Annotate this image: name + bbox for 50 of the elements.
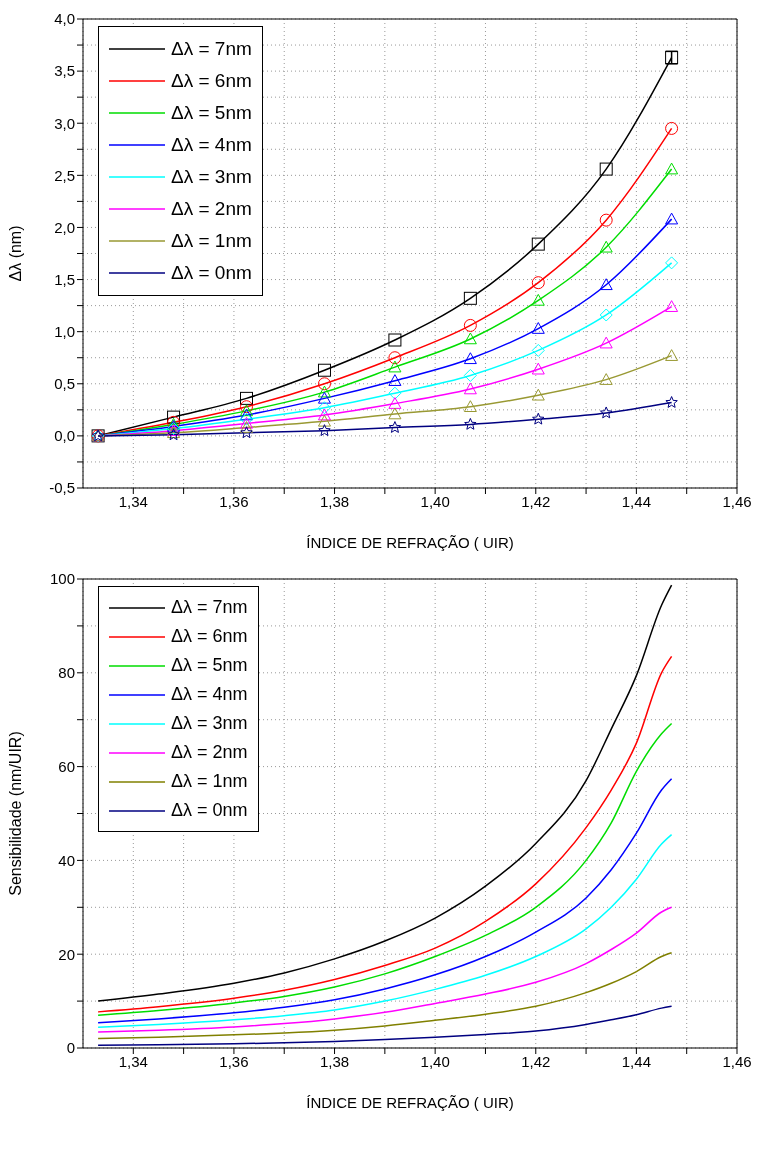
x-axis-title: ÍNDICE DE REFRAÇÃO ( UIR) <box>306 1094 514 1111</box>
legend-label: Δλ = 1nm <box>171 229 252 253</box>
legend-label: Δλ = 5nm <box>171 101 252 125</box>
x-axis-title: ÍNDICE DE REFRAÇÃO ( UIR) <box>306 534 514 551</box>
x-tick-label: 1,38 <box>319 492 350 510</box>
y-tick-label: 0,0 <box>54 427 75 445</box>
y-tick-label: 0 <box>66 1039 75 1057</box>
y-axis-title: Δλ (nm) <box>6 225 24 282</box>
y-tick-label: 1,5 <box>54 270 75 288</box>
legend-label: Δλ = 6nm <box>171 625 248 648</box>
legend-label: Δλ = 5nm <box>171 654 248 677</box>
y-tick-label: 4,0 <box>54 10 75 28</box>
legend-label: Δλ = 7nm <box>171 596 248 619</box>
legend-label: Δλ = 1nm <box>171 770 248 793</box>
y-tick-label: 60 <box>58 757 75 775</box>
x-tick-label: 1,34 <box>118 492 148 510</box>
x-tick-label: 1,42 <box>521 1052 551 1070</box>
legend-label: Δλ = 0nm <box>171 799 248 822</box>
x-tick-label: 1,44 <box>621 492 651 510</box>
y-tick-label: 40 <box>58 851 75 869</box>
x-tick-label: 1,44 <box>621 1052 651 1070</box>
y-tick-label: -0,5 <box>49 479 75 497</box>
y-axis-title: Sensibilidade (nm/UIR) <box>6 731 24 896</box>
y-tick-label: 1,0 <box>54 322 75 340</box>
y-tick-label: 3,0 <box>54 114 75 132</box>
x-tick-label: 1,46 <box>722 1052 752 1070</box>
y-tick-label: 0,5 <box>54 375 75 393</box>
x-tick-label: 1,36 <box>219 492 249 510</box>
x-tick-label: 1,36 <box>219 1052 249 1070</box>
legend-label: Δλ = 4nm <box>171 133 252 157</box>
x-tick-label: 1,42 <box>521 492 551 510</box>
legend-label: Δλ = 3nm <box>171 712 248 735</box>
y-tick-label: 80 <box>58 664 75 682</box>
legend-label: Δλ = 2nm <box>171 741 248 764</box>
y-tick-label: 20 <box>58 945 75 963</box>
legend-label: Δλ = 4nm <box>171 683 248 706</box>
y-tick-label: 100 <box>49 570 75 588</box>
y-tick-label: 2,0 <box>54 218 75 236</box>
x-tick-label: 1,40 <box>420 1052 450 1070</box>
legend-label: Δλ = 2nm <box>171 197 252 221</box>
y-tick-label: 3,5 <box>54 62 75 80</box>
legend-label: Δλ = 3nm <box>171 165 252 189</box>
legend-label: Δλ = 6nm <box>171 69 252 93</box>
legend-label: Δλ = 7nm <box>171 37 252 61</box>
y-tick-label: 2,5 <box>54 166 75 184</box>
x-tick-label: 1,40 <box>420 492 450 510</box>
x-tick-label: 1,34 <box>118 1052 148 1070</box>
x-tick-label: 1,38 <box>319 1052 350 1070</box>
legend-label: Δλ = 0nm <box>171 261 252 285</box>
x-tick-label: 1,46 <box>722 492 752 510</box>
